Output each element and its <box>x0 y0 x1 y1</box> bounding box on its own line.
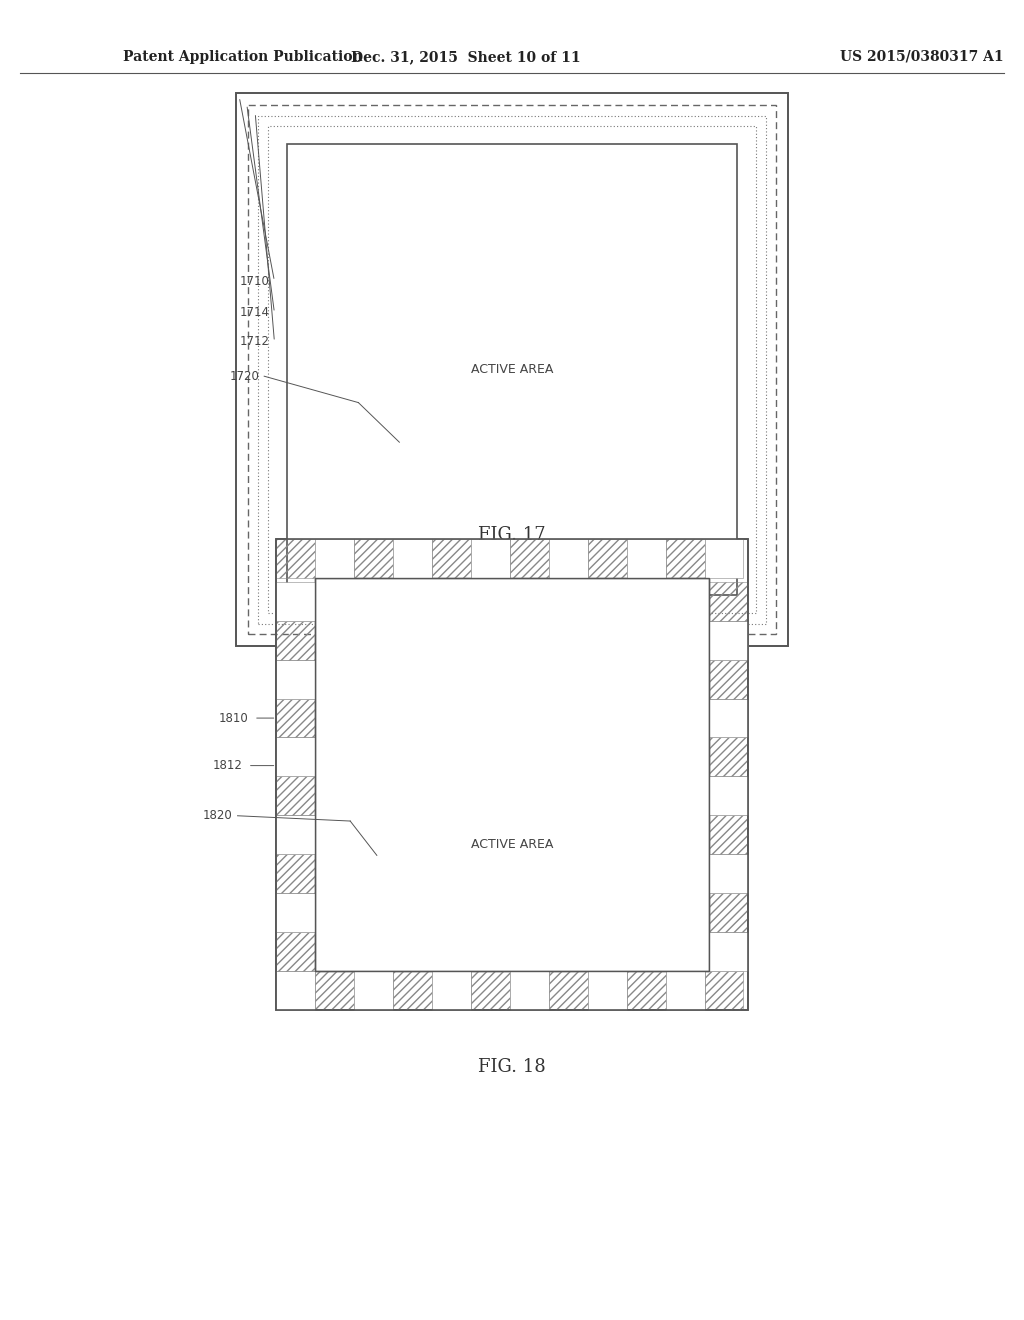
Bar <box>276 539 748 1010</box>
Text: FIG. 17: FIG. 17 <box>478 525 546 544</box>
Bar <box>709 582 748 620</box>
Bar <box>268 125 756 614</box>
Bar <box>432 972 471 1010</box>
Bar <box>258 116 766 623</box>
Bar <box>471 972 510 1010</box>
Bar <box>276 660 315 698</box>
Bar <box>709 738 748 776</box>
Bar <box>709 620 748 660</box>
Text: 1812: 1812 <box>213 759 243 772</box>
Text: Patent Application Publication: Patent Application Publication <box>123 50 362 63</box>
Bar <box>588 972 627 1010</box>
Bar <box>315 972 354 1010</box>
Bar <box>276 894 315 932</box>
Bar <box>315 539 354 578</box>
Bar <box>709 660 748 698</box>
Bar <box>276 854 315 894</box>
Bar <box>393 539 432 578</box>
Bar <box>666 972 705 1010</box>
Bar <box>709 932 748 972</box>
Bar <box>510 972 549 1010</box>
Text: 1810: 1810 <box>219 711 249 725</box>
Bar <box>432 539 471 578</box>
Bar <box>709 776 748 816</box>
Bar <box>549 539 588 578</box>
Bar <box>354 972 393 1010</box>
Bar <box>248 106 776 634</box>
Bar <box>236 94 788 645</box>
Text: 1712: 1712 <box>240 335 269 348</box>
Bar <box>276 776 315 816</box>
Bar <box>705 539 743 578</box>
Bar <box>709 698 748 738</box>
Bar <box>393 972 432 1010</box>
Bar <box>315 578 709 972</box>
Bar <box>276 932 315 972</box>
Bar <box>709 816 748 854</box>
Bar <box>276 539 748 1010</box>
Bar <box>276 698 315 738</box>
Bar <box>709 854 748 894</box>
Bar <box>627 972 666 1010</box>
Text: ACTIVE AREA: ACTIVE AREA <box>471 363 553 376</box>
Bar <box>705 972 743 1010</box>
Text: 1714: 1714 <box>240 306 269 319</box>
Bar <box>588 539 627 578</box>
Bar <box>510 539 549 578</box>
Bar <box>276 539 315 578</box>
Text: 1710: 1710 <box>240 275 269 288</box>
Bar <box>315 578 709 972</box>
Text: 1820: 1820 <box>203 809 232 822</box>
Bar <box>666 539 705 578</box>
Bar <box>276 582 315 620</box>
Bar <box>276 738 315 776</box>
Text: FIG. 18: FIG. 18 <box>478 1057 546 1076</box>
Bar <box>354 539 393 578</box>
Bar <box>549 972 588 1010</box>
Bar <box>709 894 748 932</box>
Text: Dec. 31, 2015  Sheet 10 of 11: Dec. 31, 2015 Sheet 10 of 11 <box>351 50 581 63</box>
Bar <box>276 816 315 854</box>
Bar <box>471 539 510 578</box>
Text: US 2015/0380317 A1: US 2015/0380317 A1 <box>840 50 1004 63</box>
Bar <box>627 539 666 578</box>
Bar <box>287 144 737 595</box>
Text: 1720: 1720 <box>229 370 259 383</box>
Bar <box>276 620 315 660</box>
Bar <box>276 972 315 1010</box>
Text: ACTIVE AREA: ACTIVE AREA <box>471 838 553 851</box>
